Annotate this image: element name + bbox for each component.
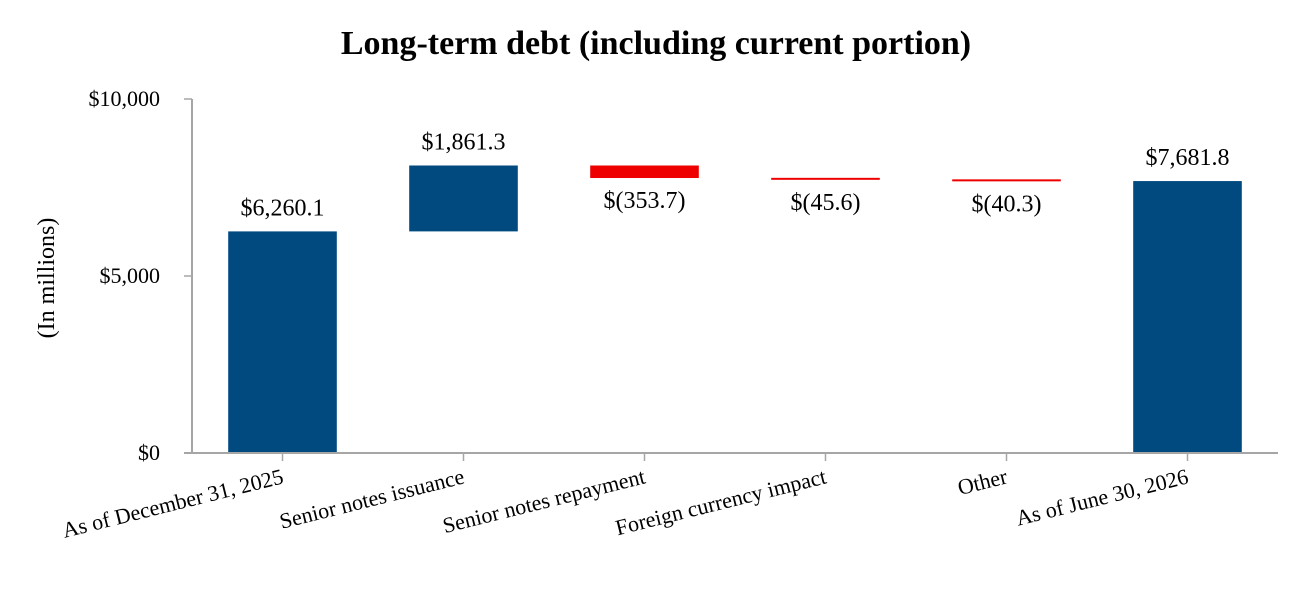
bars bbox=[228, 165, 1242, 454]
data-label: $(45.6) bbox=[791, 190, 861, 216]
data-label: $7,681.8 bbox=[1146, 145, 1230, 171]
y-tick-label: $0 bbox=[138, 440, 160, 465]
bar-total bbox=[228, 231, 337, 453]
category-label: As of December 31, 2025 bbox=[60, 464, 286, 543]
bar-decrease bbox=[952, 179, 1061, 182]
bar-total bbox=[1133, 181, 1242, 454]
chart-title: Long-term debt (including current portio… bbox=[341, 25, 971, 62]
bar-decrease bbox=[590, 165, 699, 179]
data-label: $1,861.3 bbox=[422, 130, 506, 156]
bar-decrease bbox=[771, 177, 880, 180]
category-label: Other bbox=[955, 463, 1010, 500]
data-label: $6,260.1 bbox=[241, 195, 325, 221]
y-tick-label: $10,000 bbox=[89, 86, 161, 111]
category-label: Foreign currency impact bbox=[613, 464, 829, 541]
axes bbox=[184, 98, 1278, 454]
y-tick-label: $5,000 bbox=[100, 263, 161, 288]
data-labels: $6,260.1 $1,861.3 $(353.7) $(45.6) $(40.3) $7… bbox=[241, 130, 1230, 222]
bar-increase bbox=[409, 165, 518, 232]
data-label: $(40.3) bbox=[972, 191, 1042, 217]
y-axis-label: (In millions) bbox=[34, 218, 60, 339]
data-label: $(353.7) bbox=[604, 188, 686, 214]
category-label: As of June 30, 2026 bbox=[1013, 464, 1190, 531]
y-axis-ticks: $0 $5,000 $10,000 bbox=[89, 86, 161, 465]
category-label: Senior notes issuance bbox=[277, 464, 467, 534]
